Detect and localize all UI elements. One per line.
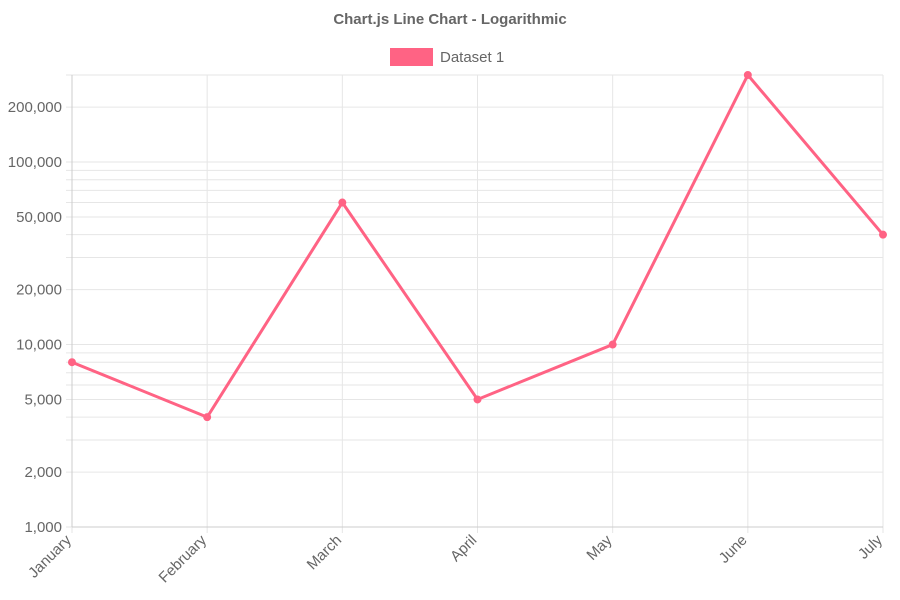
chart-title: Chart.js Line Chart - Logarithmic	[333, 11, 566, 28]
x-tick-label: June	[716, 532, 751, 567]
y-tick-label: 2,000	[24, 464, 62, 481]
data-point[interactable]	[203, 413, 212, 422]
y-tick-label: 1,000	[24, 519, 62, 536]
legend-swatch	[390, 48, 433, 66]
y-tick-label: 20,000	[16, 282, 62, 299]
x-tick-label: May	[583, 531, 615, 563]
y-tick-label: 200,000	[8, 99, 62, 116]
data-layer	[68, 71, 887, 422]
x-tick-label: July	[855, 531, 886, 562]
legend-label: Dataset 1	[440, 49, 504, 66]
data-point[interactable]	[473, 395, 482, 404]
y-tick-label: 50,000	[16, 209, 62, 226]
data-point[interactable]	[743, 71, 752, 79]
data-point[interactable]	[338, 198, 347, 207]
y-tick-label: 5,000	[24, 391, 62, 408]
y-tick-label: 10,000	[16, 337, 62, 354]
data-point[interactable]	[879, 230, 887, 239]
x-tick-label: January	[25, 531, 75, 581]
x-tick-label: April	[447, 532, 480, 565]
data-point[interactable]	[608, 340, 617, 349]
grid	[66, 74, 884, 533]
x-tick-label: February	[156, 531, 211, 586]
legend[interactable]: Dataset 1	[390, 48, 504, 66]
axes: 1,000 2,000 5,000 10,000 20,000 50,000 100,000…	[8, 75, 886, 586]
x-tick-label: March	[304, 532, 345, 573]
y-tick-label: 100,000	[8, 154, 62, 171]
data-point[interactable]	[68, 358, 76, 367]
